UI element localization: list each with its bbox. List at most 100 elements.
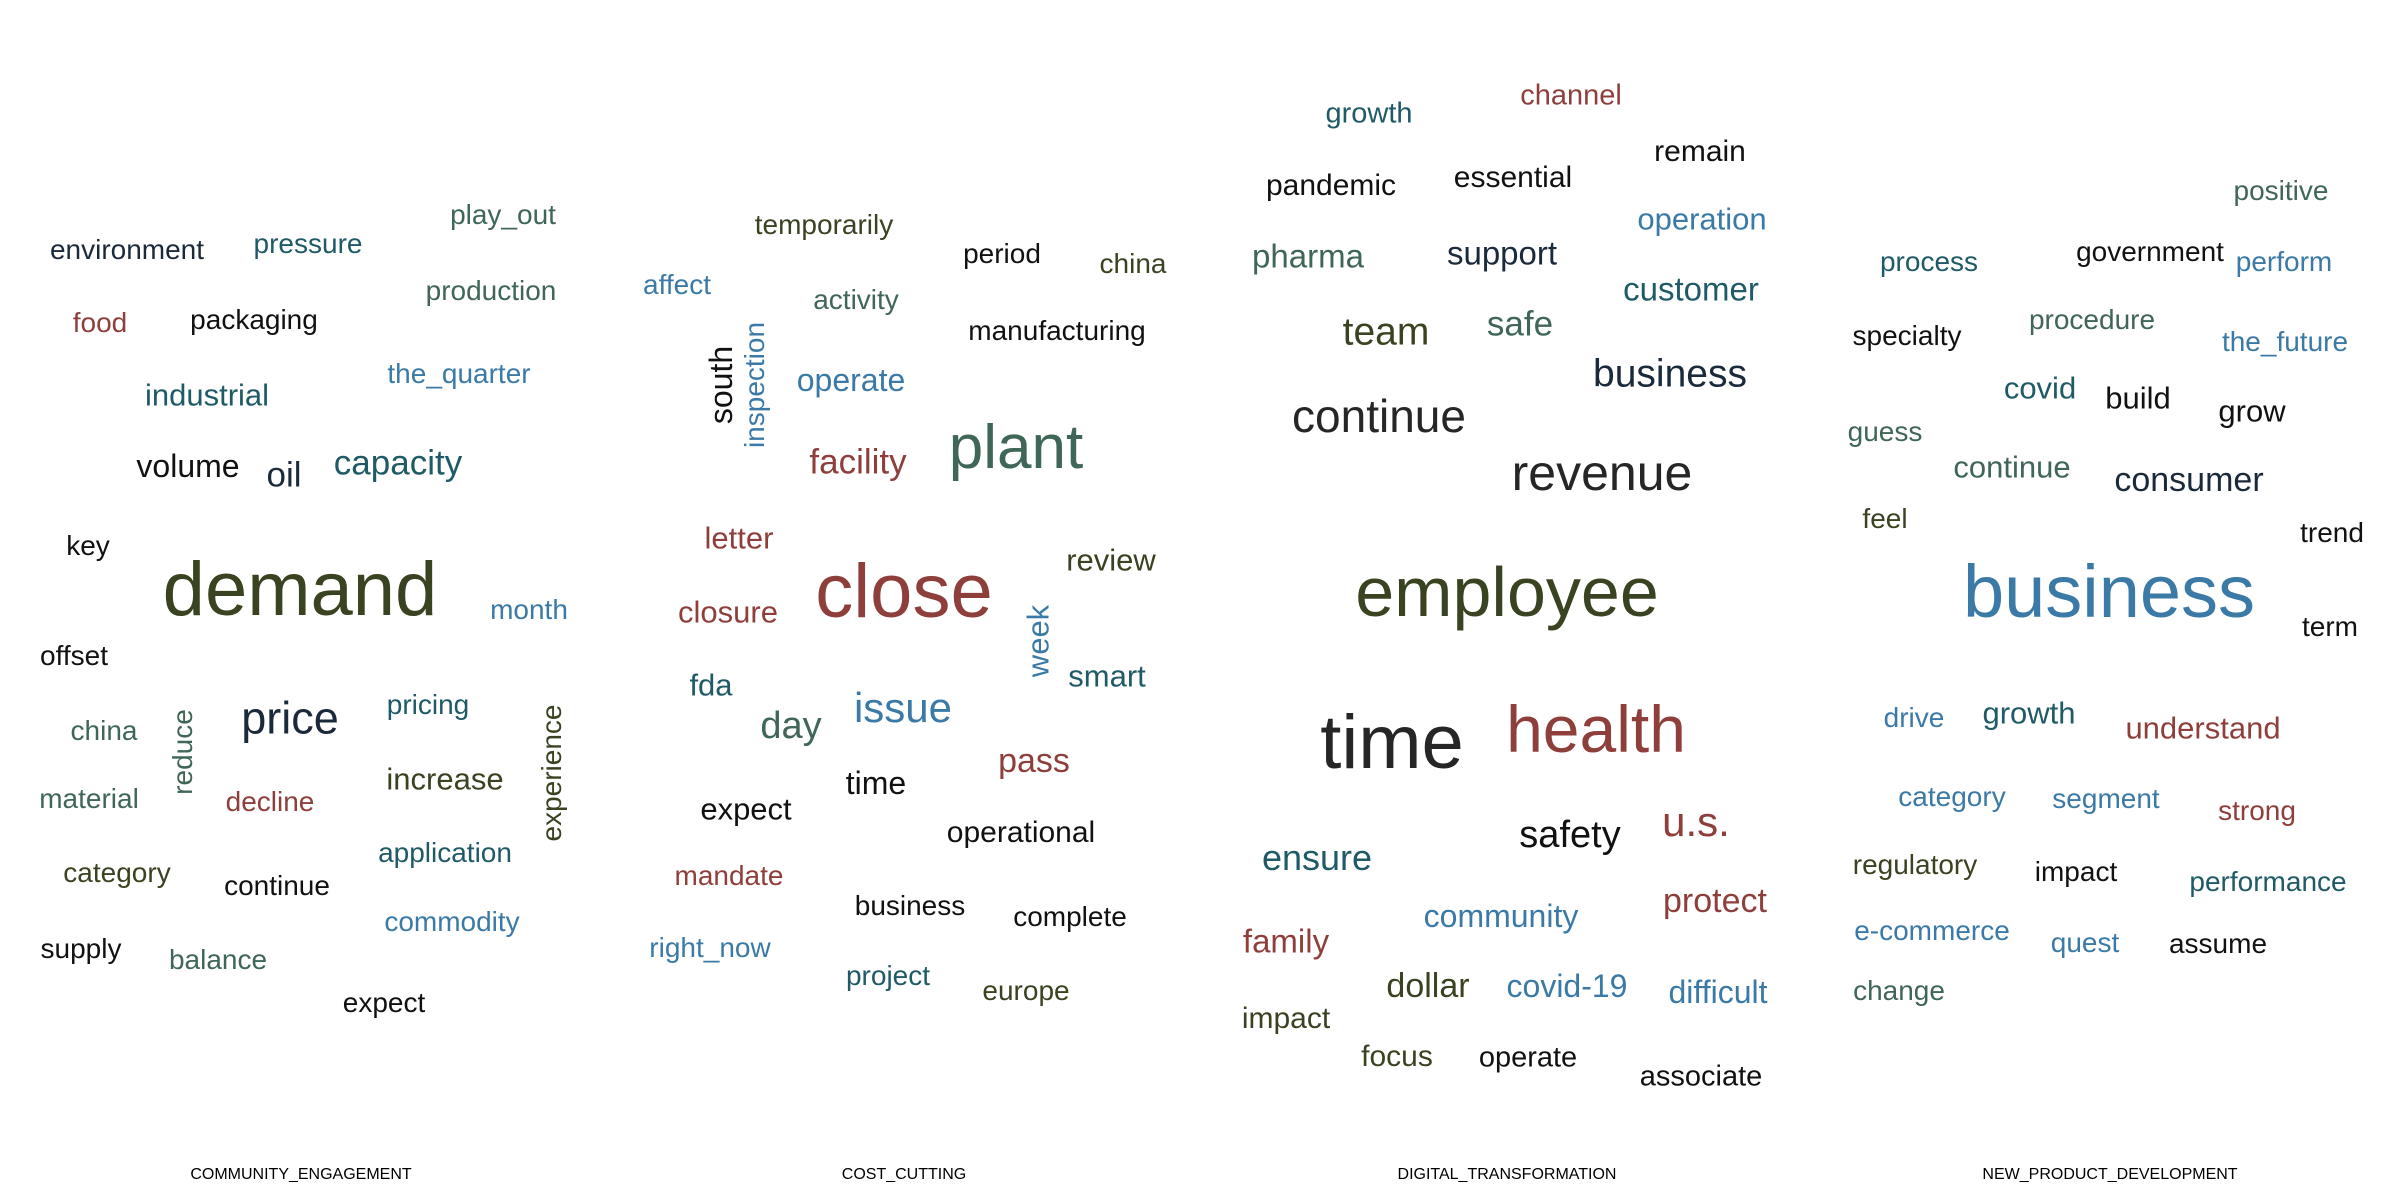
word-key: key	[66, 530, 110, 561]
word-day: day	[760, 705, 822, 747]
panel-title: COST_CUTTING	[841, 1166, 967, 1183]
word-mandate: mandate	[674, 860, 784, 891]
word-guess: guess	[1847, 416, 1923, 447]
word-china: china	[70, 715, 138, 746]
word-pandemic: pandemic	[1265, 169, 1397, 202]
word-smart: smart	[1068, 658, 1146, 694]
word-month: month	[490, 594, 568, 625]
word-time: time	[1320, 700, 1464, 785]
word-the-future: the_future	[2221, 326, 2349, 357]
word-category: category	[63, 857, 171, 888]
word-experience: experience	[536, 704, 567, 842]
word-close: close	[815, 549, 993, 634]
panel-title: COMMUNITY_ENGAGEMENT	[190, 1166, 412, 1183]
wordcloud-panel-community-engagement: demand price capacity oil volume industr…	[0, 0, 600, 1200]
word-oil: oil	[266, 455, 302, 495]
word-pricing: pricing	[386, 689, 470, 720]
word-support: support	[1446, 234, 1558, 272]
word-production: production	[425, 275, 557, 306]
word-temporarily: temporarily	[754, 209, 894, 240]
word-pass: pass	[998, 742, 1070, 780]
word-manufacturing: manufacturing	[968, 315, 1146, 346]
word-growth: growth	[1325, 97, 1413, 130]
word-environment: environment	[49, 234, 205, 265]
word-covid-19: covid-19	[1506, 968, 1628, 1004]
word-positive: positive	[2233, 175, 2329, 206]
word-safety: safety	[1519, 814, 1621, 856]
word-right-now: right_now	[649, 932, 771, 963]
word-difficult: difficult	[1668, 974, 1768, 1010]
word-strong: strong	[2218, 795, 2296, 826]
word-ensure: ensure	[1261, 837, 1373, 878]
word-the-quarter: the_quarter	[387, 358, 531, 389]
word-customer: customer	[1623, 270, 1759, 308]
wordcloud-panel-digital-transformation: employee time health revenue continue bu…	[1200, 0, 1800, 1200]
word-performance: performance	[2189, 866, 2347, 897]
word-operational: operational	[946, 816, 1096, 849]
word-reduce: reduce	[167, 709, 198, 795]
word-closure: closure	[678, 594, 778, 630]
word-assume: assume	[2168, 928, 2268, 959]
word-activity: activity	[813, 284, 899, 315]
wordcloud-panel-cost-cutting: close plant issue facility operate tempo…	[600, 0, 1200, 1200]
wordcloud-panel-new-product-development: business positive process government per…	[1800, 0, 2400, 1200]
word-fda: fda	[689, 667, 733, 703]
word-offset: offset	[40, 640, 108, 671]
word-expect: expect	[342, 987, 426, 1018]
word-business: business	[1593, 352, 1747, 396]
word-e-commerce: e-commerce	[1854, 915, 2010, 946]
word-build: build	[2105, 380, 2171, 416]
word-team: team	[1342, 310, 1430, 354]
word-grow: grow	[2218, 393, 2286, 429]
word-material: material	[39, 783, 139, 814]
word-change: change	[1853, 975, 1945, 1006]
word-operation: operation	[1637, 201, 1767, 237]
word-europe: europe	[982, 975, 1070, 1006]
word-family: family	[1242, 922, 1330, 960]
word-protect: protect	[1663, 882, 1767, 920]
word-period: period	[963, 238, 1041, 269]
word-specialty: specialty	[1852, 320, 1962, 351]
word-operate: operate	[1478, 1041, 1578, 1074]
word-south: south	[703, 345, 739, 425]
word-employee: employee	[1355, 553, 1659, 631]
word-health: health	[1506, 692, 1686, 766]
word-community: community	[1423, 898, 1579, 934]
word-china: china	[1099, 248, 1167, 279]
word-understand: understand	[2125, 710, 2281, 746]
word-food: food	[72, 307, 128, 338]
word-business: business	[854, 890, 966, 921]
word-week: week	[1020, 604, 1056, 678]
word-procedure: procedure	[2028, 304, 2156, 335]
word-dollar: dollar	[1386, 967, 1470, 1005]
word-decline: decline	[225, 786, 315, 817]
word-essential: essential	[1453, 161, 1573, 194]
word-growth: growth	[1982, 695, 2076, 731]
word-increase: increase	[386, 761, 504, 797]
word-government: government	[2076, 236, 2224, 267]
word-pressure: pressure	[253, 228, 363, 259]
word-remain: remain	[1654, 135, 1746, 168]
word-demand: demand	[162, 547, 438, 632]
word-feel: feel	[1862, 503, 1908, 534]
word-drive: drive	[1883, 702, 1945, 733]
word-continue: continue	[1953, 449, 2071, 485]
word-covid: covid	[2003, 370, 2077, 406]
word-associate: associate	[1639, 1060, 1763, 1093]
word-process: process	[1879, 246, 1979, 277]
word-facility: facility	[809, 442, 907, 482]
word-issue: issue	[853, 684, 953, 731]
word-operate: operate	[796, 362, 906, 398]
word-price: price	[241, 692, 339, 744]
word-focus: focus	[1361, 1040, 1433, 1073]
word-regulatory: regulatory	[1852, 849, 1978, 880]
word-quest: quest	[2050, 927, 2120, 958]
word-impact: impact	[1241, 1002, 1331, 1035]
word-industrial: industrial	[144, 377, 270, 413]
word-balance: balance	[168, 944, 268, 975]
word-supply: supply	[40, 933, 122, 964]
word-continue: continue	[224, 870, 330, 901]
word-project: project	[845, 960, 931, 991]
word-channel: channel	[1520, 79, 1622, 112]
word-category: category	[1898, 781, 2006, 812]
